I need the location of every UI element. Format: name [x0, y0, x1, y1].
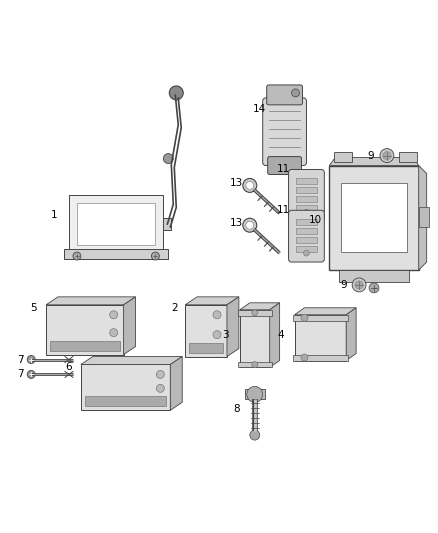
Bar: [69, 196, 163, 253]
Circle shape: [252, 361, 258, 367]
Bar: [341, 183, 407, 252]
Circle shape: [246, 221, 254, 229]
Bar: [296, 205, 318, 211]
Circle shape: [369, 283, 379, 293]
Text: 13: 13: [230, 179, 244, 189]
Bar: [419, 207, 429, 227]
Bar: [329, 166, 419, 270]
Bar: [339, 270, 409, 282]
Polygon shape: [46, 297, 135, 305]
Bar: [77, 203, 155, 245]
Polygon shape: [329, 158, 419, 166]
Bar: [46, 305, 124, 354]
Bar: [296, 219, 318, 225]
Circle shape: [246, 181, 254, 189]
Polygon shape: [81, 357, 182, 365]
Bar: [296, 188, 318, 193]
Bar: [296, 237, 318, 243]
Circle shape: [252, 310, 258, 316]
Circle shape: [304, 209, 309, 215]
Circle shape: [250, 430, 260, 440]
Text: 11: 11: [277, 205, 290, 215]
Polygon shape: [170, 357, 182, 410]
Polygon shape: [270, 303, 279, 367]
Text: 6: 6: [66, 362, 72, 373]
Bar: [399, 151, 417, 161]
Circle shape: [243, 179, 257, 192]
Text: 10: 10: [309, 215, 322, 225]
Polygon shape: [346, 308, 356, 360]
Text: 7: 7: [17, 354, 24, 365]
FancyBboxPatch shape: [267, 85, 303, 105]
Polygon shape: [185, 297, 239, 305]
FancyBboxPatch shape: [289, 211, 324, 262]
Circle shape: [27, 356, 35, 364]
Bar: [185, 305, 227, 357]
Bar: [293, 354, 348, 360]
Text: 8: 8: [233, 404, 240, 414]
Circle shape: [156, 370, 164, 378]
Circle shape: [243, 218, 257, 232]
Bar: [245, 389, 265, 399]
Circle shape: [301, 314, 308, 321]
Circle shape: [355, 281, 363, 289]
Bar: [294, 315, 346, 360]
Bar: [334, 151, 352, 161]
Circle shape: [27, 370, 35, 378]
Circle shape: [110, 311, 118, 319]
Circle shape: [163, 154, 173, 164]
Circle shape: [301, 354, 308, 361]
Bar: [293, 315, 348, 321]
Bar: [189, 343, 223, 352]
Text: 14: 14: [253, 104, 266, 114]
Bar: [238, 361, 272, 367]
Circle shape: [213, 311, 221, 319]
Circle shape: [110, 329, 118, 337]
FancyBboxPatch shape: [263, 98, 307, 166]
Circle shape: [170, 86, 183, 100]
Bar: [296, 228, 318, 234]
Circle shape: [292, 89, 300, 97]
Circle shape: [213, 330, 221, 338]
Polygon shape: [294, 308, 356, 315]
Text: 7: 7: [17, 369, 24, 379]
Text: 11: 11: [277, 164, 290, 174]
Circle shape: [152, 252, 159, 260]
Circle shape: [247, 386, 263, 402]
Bar: [85, 397, 166, 406]
Polygon shape: [124, 297, 135, 354]
Circle shape: [352, 278, 366, 292]
Text: 9: 9: [340, 280, 346, 290]
Polygon shape: [227, 297, 239, 357]
Circle shape: [304, 250, 309, 256]
Polygon shape: [419, 166, 427, 270]
Bar: [81, 365, 170, 410]
FancyBboxPatch shape: [289, 169, 324, 221]
Text: 3: 3: [223, 329, 229, 340]
Bar: [238, 310, 272, 316]
Bar: [240, 310, 270, 367]
Bar: [50, 341, 120, 351]
Circle shape: [156, 384, 164, 392]
Circle shape: [383, 151, 391, 159]
Text: 4: 4: [277, 329, 284, 340]
Bar: [64, 249, 168, 259]
Text: 2: 2: [171, 303, 177, 313]
Polygon shape: [240, 303, 279, 310]
Circle shape: [73, 252, 81, 260]
Circle shape: [380, 149, 394, 163]
Text: 5: 5: [30, 303, 36, 313]
FancyBboxPatch shape: [268, 157, 301, 174]
Text: 9: 9: [368, 151, 374, 160]
Bar: [296, 246, 318, 252]
Bar: [163, 218, 171, 230]
Text: 1: 1: [51, 210, 57, 220]
Bar: [296, 196, 318, 203]
Text: 13: 13: [230, 218, 244, 228]
Bar: [296, 179, 318, 184]
